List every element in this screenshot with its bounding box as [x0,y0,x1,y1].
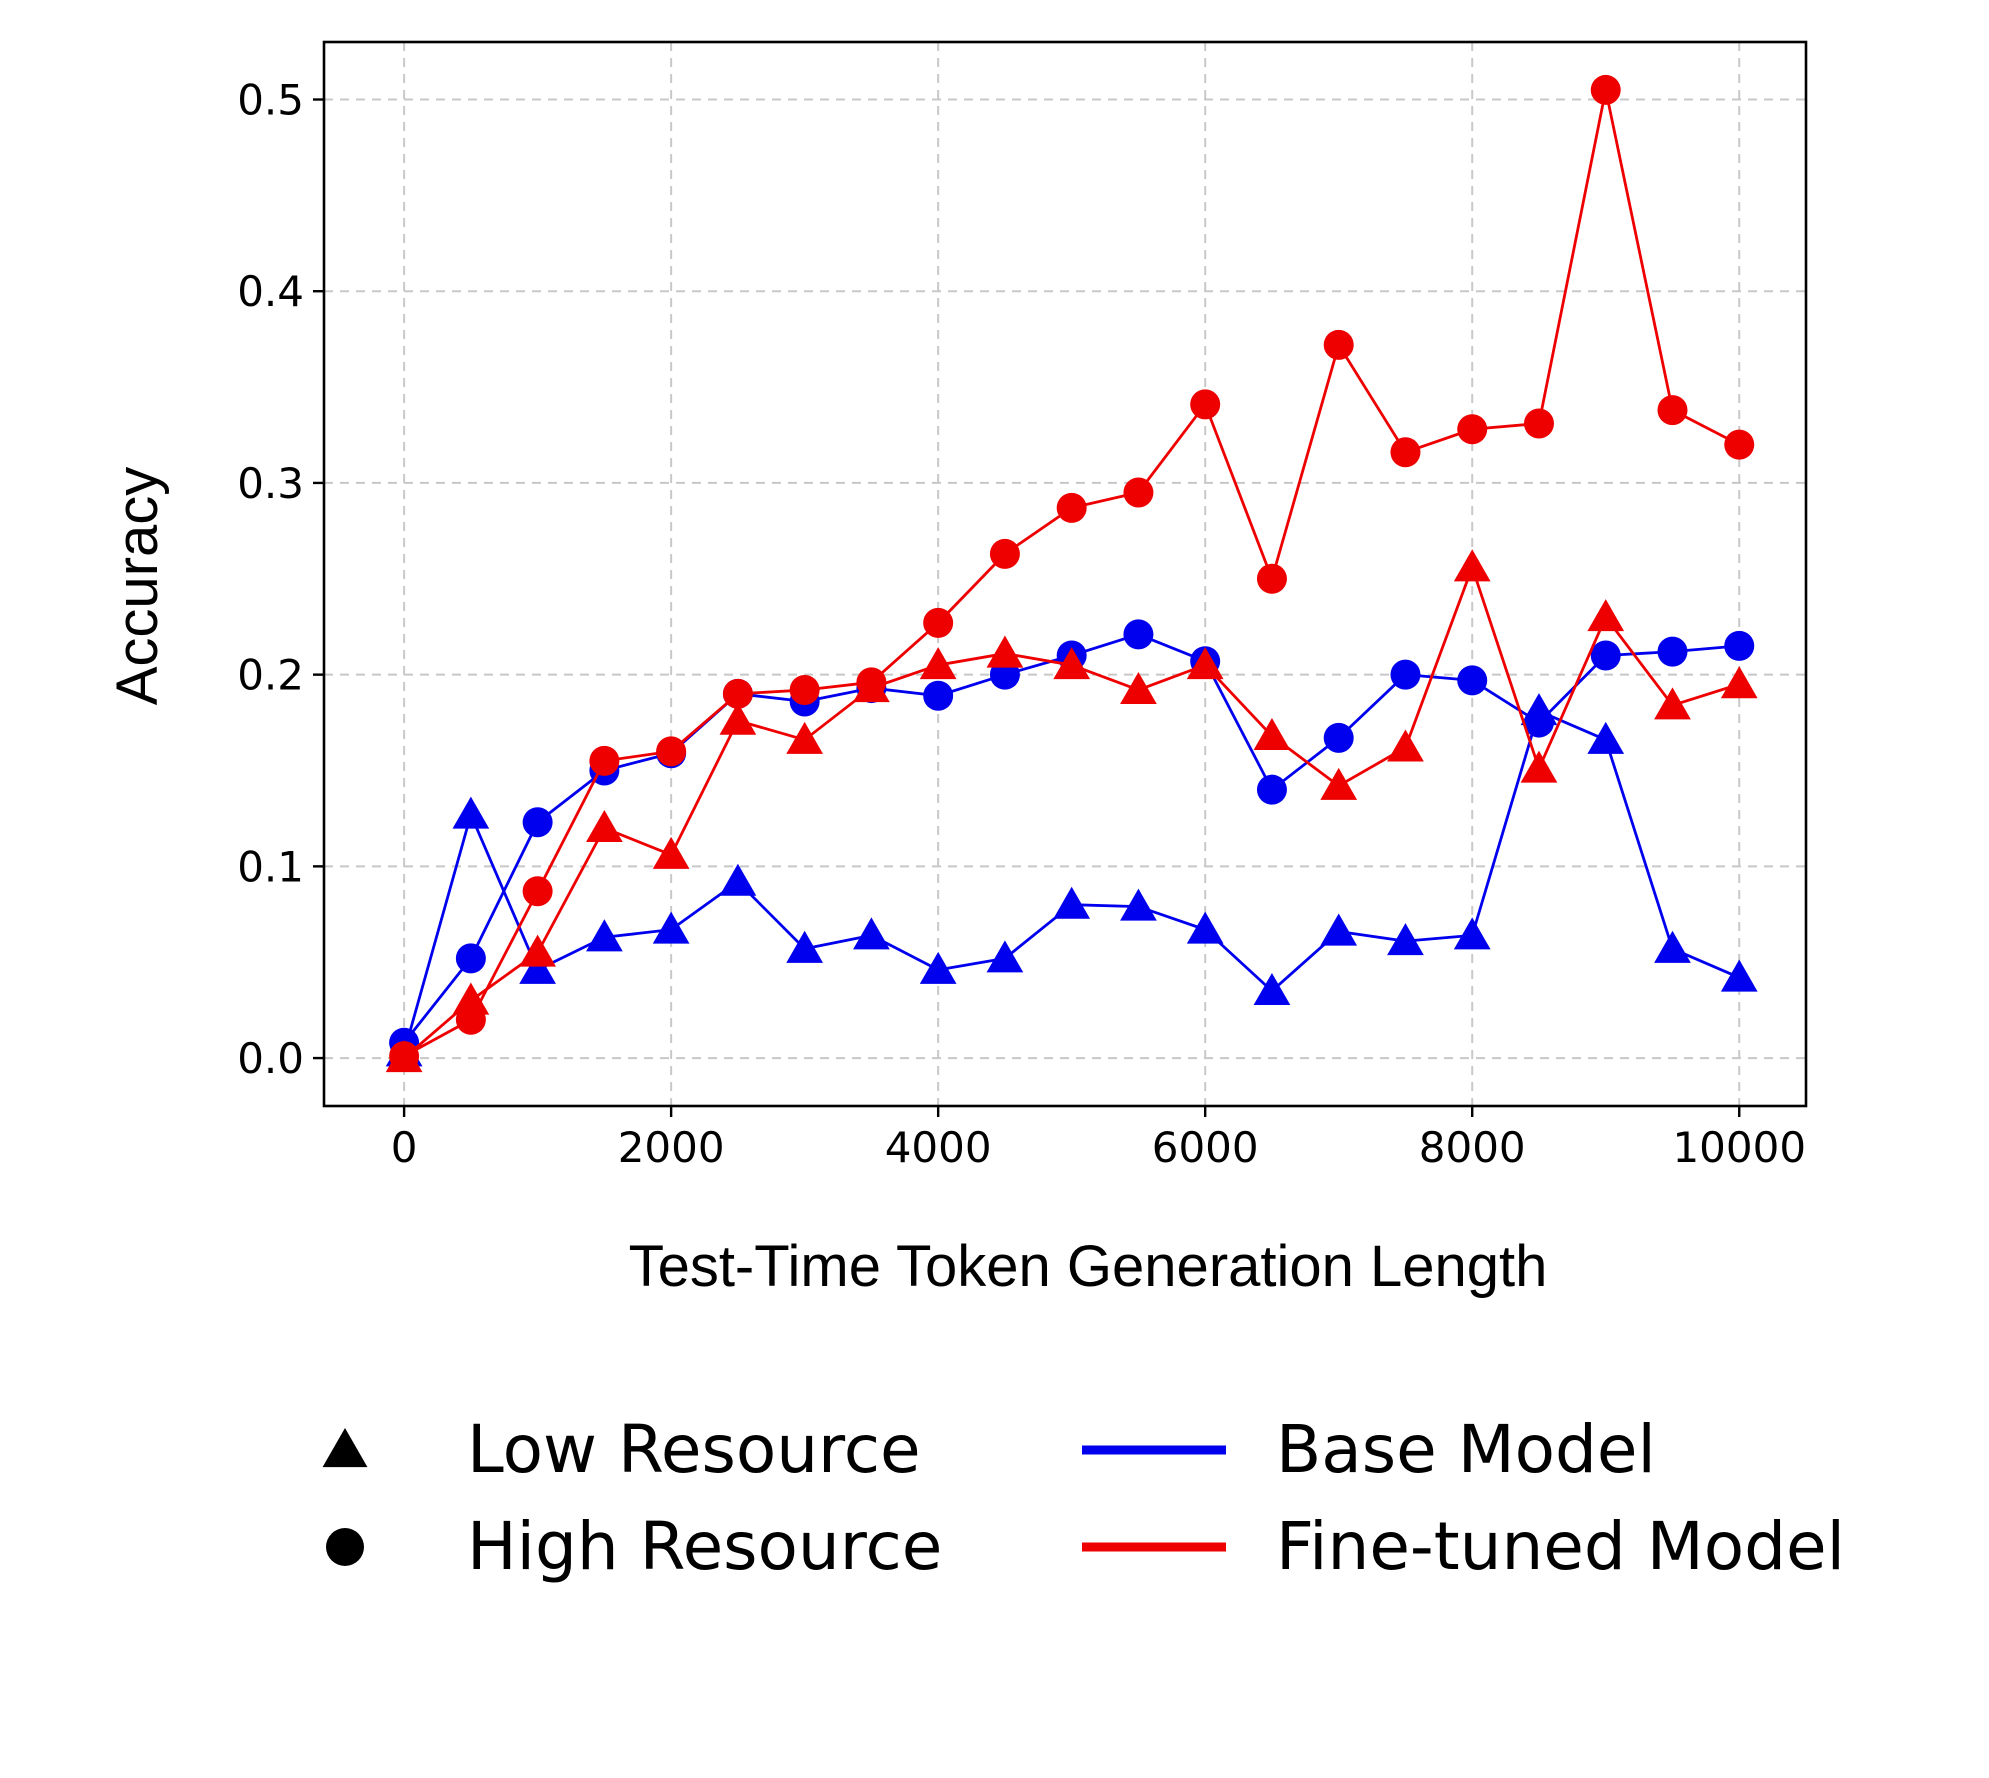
data-point-triangle [1053,647,1091,680]
x-tick-label: 10000 [1672,1123,1806,1172]
series-fine-tuned-model-high-resource [389,74,1755,1072]
y-tick-label: 0.1 [237,842,304,891]
data-point-circle [1256,774,1287,805]
data-point-circle [1657,636,1688,667]
data-point-triangle [853,917,890,950]
data-point-circle [1323,329,1354,360]
data-point-triangle [452,796,490,829]
data-point-triangle [1320,913,1358,946]
legend-label-high-resource: High Resource [467,1508,942,1585]
data-point-triangle [1720,959,1758,992]
data-point-circle [1256,563,1287,594]
data-point-triangle [1120,671,1157,705]
data-point-triangle [1120,888,1157,921]
data-point-circle [589,745,620,776]
data-point-circle [1123,619,1154,650]
data-point-circle [455,943,486,974]
data-point-circle [1056,492,1087,523]
data-point-triangle [1587,721,1625,754]
data-point-circle [1323,722,1354,753]
data-point-circle [1123,477,1154,508]
y-tick-label: 0.2 [237,651,304,700]
y-tick-label: 0.5 [237,76,304,125]
data-point-triangle [1253,972,1291,1006]
data-point-circle [1457,414,1488,445]
data-point-triangle [1186,647,1224,680]
legend: Low Resource High Resource Base Model Fi… [322,1411,1845,1585]
data-point-triangle [919,647,957,680]
data-point-triangle [519,951,556,984]
y-tick-label: 0.3 [237,459,304,508]
legend-circle-marker [326,1528,364,1566]
data-point-triangle [786,930,824,963]
plot-frame [322,40,1808,1108]
data-point-triangle [1387,923,1424,956]
x-tick-label: 8000 [1419,1123,1526,1172]
y-axis-title: Accuracy [105,467,170,706]
data-point-triangle [586,919,623,952]
series-fine-tuned-model-low-resource [385,549,1758,1073]
data-point-triangle [719,702,757,735]
data-point-circle [1190,389,1221,420]
data-point-triangle [1453,549,1491,582]
x-tick-label: 0 [391,1123,418,1172]
data-point-triangle [1720,666,1758,699]
data-point-circle [1657,395,1688,426]
legend-triangle-marker [322,1428,368,1468]
data-point-circle [1523,408,1554,439]
data-point-triangle [986,940,1024,973]
data-point-triangle [1053,886,1091,919]
legend-label-base-model: Base Model [1276,1411,1656,1488]
data-point-triangle [786,721,824,754]
data-point-circle [1457,665,1488,696]
data-point-triangle [1253,717,1291,751]
data-point-circle [1590,640,1621,671]
data-point-triangle [986,635,1024,668]
x-tick-label: 6000 [1152,1123,1259,1172]
data-point-circle [989,538,1020,569]
data-point-circle [522,876,553,907]
legend-label-fine-tuned-model: Fine-tuned Model [1276,1508,1845,1585]
y-tick-label: 0.0 [237,1034,304,1083]
data-point-circle [856,667,887,698]
series-base-model-low-resource [385,693,1758,1067]
data-point-circle [1390,659,1421,690]
data-point-triangle [452,982,490,1015]
data-point-triangle [1320,767,1358,800]
x-tick-label: 4000 [885,1123,992,1172]
data-point-circle [656,736,687,767]
data-point-triangle [1453,917,1491,950]
legend-label-low-resource: Low Resource [467,1411,921,1488]
series-group [385,74,1758,1073]
data-point-triangle [586,810,623,843]
data-point-circle [455,1004,486,1035]
data-point-triangle [1520,750,1558,783]
data-point-triangle [1654,687,1691,720]
data-point-circle [923,680,954,711]
data-point-circle [522,807,553,838]
data-point-circle [389,1041,420,1072]
x-axis-title: Test-Time Token Generation Length [629,1234,1548,1299]
data-point-triangle [1186,911,1224,944]
data-point-circle [722,678,753,709]
data-point-circle [923,607,954,638]
data-point-circle [1724,630,1755,661]
x-tick-label: 2000 [618,1123,725,1172]
data-point-triangle [719,863,757,896]
data-point-triangle [652,836,690,869]
data-point-circle [1590,74,1621,105]
data-point-triangle [919,951,957,984]
axis-ticks: 0 2000 4000 6000 8000 10000 0.0 0.1 0.2 0.3 0.4 0.5 [237,76,1806,1172]
data-point-triangle [1587,599,1625,632]
data-point-triangle [652,911,690,944]
data-point-triangle [519,934,556,967]
y-tick-label: 0.4 [237,267,304,316]
data-point-triangle [1387,729,1424,762]
data-point-triangle [1654,930,1691,963]
data-point-circle [1390,437,1421,468]
data-point-circle [1523,707,1554,738]
data-point-circle [1724,429,1755,460]
data-point-circle [789,674,820,705]
